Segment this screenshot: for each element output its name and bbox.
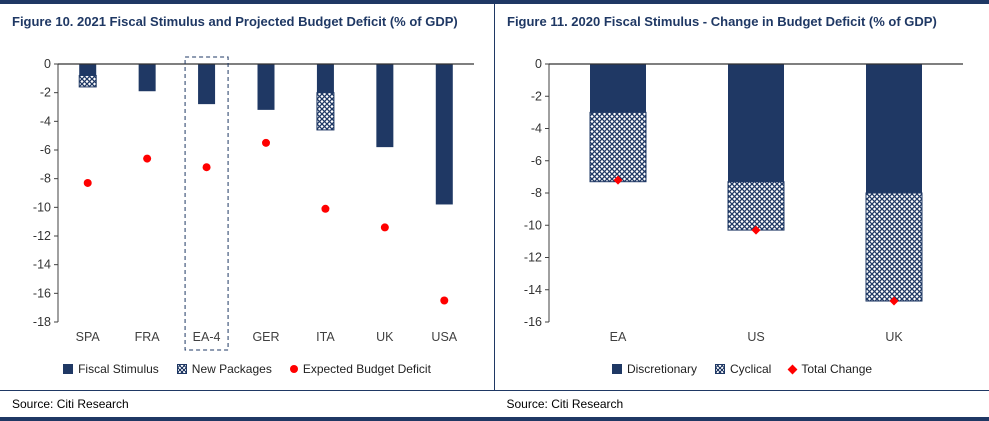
y-tick-label: -8 [40,172,51,186]
bar-segment [435,64,453,205]
figure11-legend: Discretionary Cyclical Total Change [507,362,977,376]
category-label: GER [252,330,279,344]
category-label: UK [885,330,903,344]
y-tick-label: 0 [44,57,51,71]
bar-segment [865,192,923,302]
category-label: US [747,330,764,344]
solid-bar-swatch [63,364,74,374]
figure-panels: Figure 10. 2021 Fiscal Stimulus and Proj… [0,4,989,390]
category-label: FRA [135,330,161,344]
bar-segment [78,74,97,88]
y-tick-label: -4 [40,114,51,128]
category-label: ITA [316,330,335,344]
bar-segment [138,64,156,92]
red-dot-marker-icon [289,365,298,373]
bar-segment [727,181,785,231]
category-label: SPA [76,330,101,344]
figure10-source: Source: Citi Research [12,397,129,411]
legend-item-expected-budget-deficit: Expected Budget Deficit [289,362,431,376]
data-point [83,178,92,187]
highlight-box [184,56,229,351]
panel-divider [494,4,495,390]
legend-item-fiscal-stimulus: Fiscal Stimulus [63,362,159,376]
legend-label: Fiscal Stimulus [78,362,159,376]
y-tick-label: -4 [531,122,542,136]
y-tick-label: -18 [33,315,51,329]
y-tick-label: -6 [531,154,542,168]
figure11-chart: 0 -2 -4 -6 -8 -10 -12 -14 -16 EA US UK [524,57,963,344]
y-tick-label: -16 [524,315,542,329]
bar-segment [866,64,922,193]
data-point [143,154,152,163]
legend-item-cyclical: Cyclical [714,362,772,376]
solid-bar-swatch [611,364,622,374]
figure11-source: Source: Citi Research [506,397,624,411]
y-tick-label: -10 [524,218,542,232]
legend-label: New Packages [191,362,272,376]
y-tick-label: -10 [33,200,51,214]
bar-segment [316,64,334,93]
legend-item-new-packages: New Packages [176,362,272,376]
legend-label: Expected Budget Deficit [302,362,431,376]
data-point [751,225,761,235]
y-tick-label: 0 [535,57,542,71]
legend-label: Discretionary [626,362,697,376]
data-point [440,296,449,305]
y-tick-label: -12 [524,251,542,265]
source-bar: Source: Citi Research Source: Citi Resea… [0,390,989,417]
y-tick-label: -14 [33,258,51,272]
bar-segment [728,64,784,182]
bar-segment [589,111,647,183]
bar-segment [590,64,646,113]
data-point [202,163,211,172]
bar-segment [79,64,97,76]
data-point [613,175,623,185]
y-tick-label: -16 [33,286,51,300]
hatched-bar-swatch [714,364,725,374]
category-label: USA [431,330,457,344]
data-point [262,138,270,147]
bar-segment [257,64,275,110]
red-diamond-marker-icon [787,364,798,374]
data-point [889,296,899,306]
legend-item-total-change: Total Change [787,362,873,376]
y-tick-label: -2 [531,89,542,103]
category-label: UK [376,330,394,344]
legend-label: Total Change [801,362,873,376]
category-label: EA [610,330,627,344]
figure11-panel: Figure 11. 2020 Fiscal Stimulus - Change… [495,4,989,390]
figure10-title: Figure 10. 2021 Fiscal Stimulus and Proj… [12,14,458,29]
legend-label: Cyclical [729,362,772,376]
data-point [321,204,330,213]
figure11-title: Figure 11. 2020 Fiscal Stimulus - Change… [507,14,937,29]
bar-segment [198,64,216,105]
category-label: EA-4 [193,330,221,344]
y-tick-label: -8 [531,186,542,200]
y-tick-label: -2 [40,86,51,100]
bar-segment [316,92,335,131]
y-tick-label: -6 [40,143,51,157]
data-point [380,223,389,232]
hatched-bar-swatch [176,364,187,374]
bar-segment [376,64,394,148]
figure10-legend: Fiscal Stimulus New Packages Expected Bu… [12,362,482,376]
y-tick-label: -14 [524,283,542,297]
legend-item-discretionary: Discretionary [611,362,697,376]
figure10-chart: 0 -2 -4 -6 -8 -10 -12 -14 -16 -18 SPA FRA EA-4 GER ITA… [33,56,474,351]
y-tick-label: -12 [33,229,51,243]
figure10-panel: Figure 10. 2021 Fiscal Stimulus and Proj… [0,4,494,390]
